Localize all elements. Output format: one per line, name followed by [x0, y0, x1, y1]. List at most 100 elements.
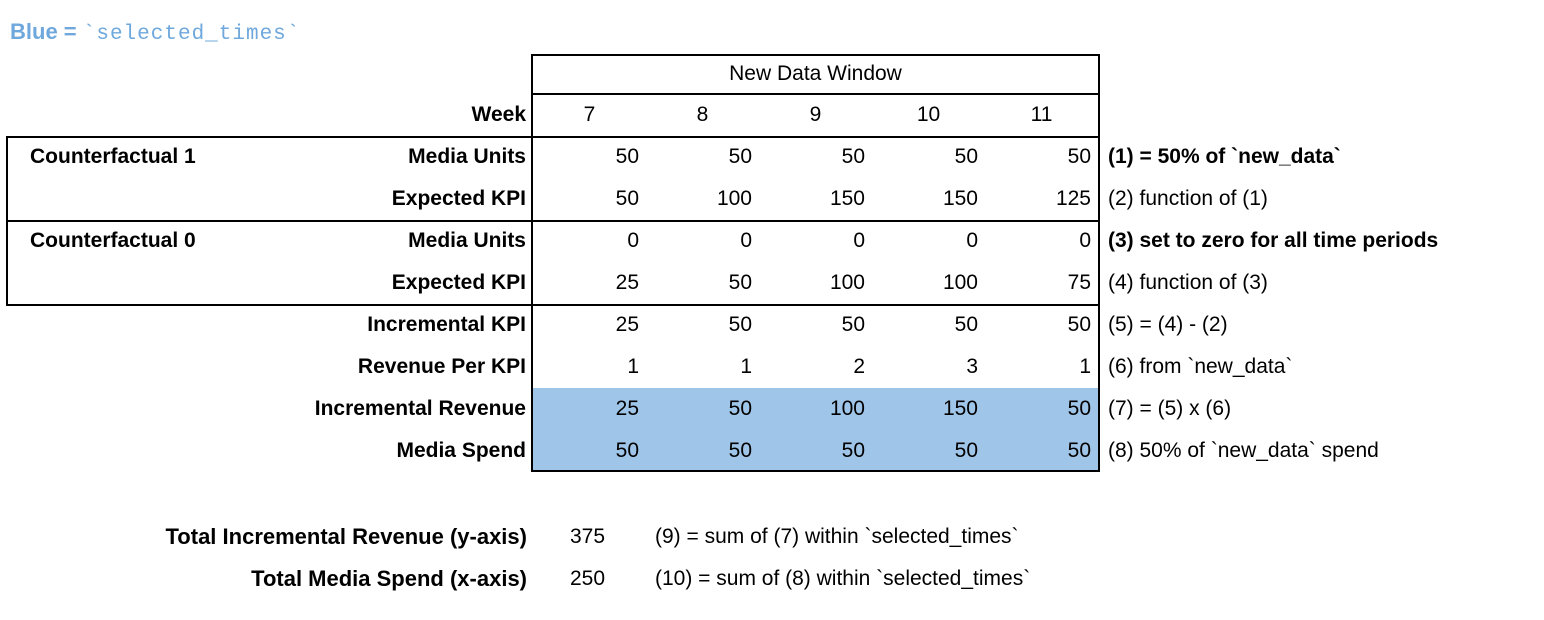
table-cell: 150: [942, 187, 978, 210]
row-cells-highlighted: 25 50 100 150 50: [533, 388, 1098, 430]
table-cell: 150: [942, 397, 978, 420]
week-number: 11: [1030, 103, 1053, 126]
total-annotation: (9) = sum of (7) within `selected_times`: [655, 525, 1019, 548]
table-cell: 25: [615, 313, 639, 336]
table-cell: 1: [627, 355, 639, 378]
week-number: 10: [916, 103, 941, 126]
table-cell: 50: [615, 439, 639, 462]
week-number: 9: [809, 103, 822, 126]
table-cell: 50: [728, 439, 752, 462]
data-window-title: New Data Window: [729, 62, 902, 85]
row-label: Incremental KPI: [367, 313, 526, 336]
row-cells: 50 100 150 150 125: [533, 178, 1098, 220]
row-cells: 1 1 2 3 1: [533, 346, 1098, 388]
table-cell: 50: [615, 187, 639, 210]
table-row-cf0-expected-kpi: Expected KPI 25 50 100 100 75 (4) functi…: [0, 262, 1544, 304]
table-cell: 100: [716, 187, 752, 210]
total-value: 375: [569, 525, 606, 548]
table-row-cf1-expected-kpi: Expected KPI 50 100 150 150 125 (2) func…: [0, 178, 1544, 220]
table-cell: 50: [1067, 145, 1091, 168]
row-cells-highlighted: 50 50 50 50 50: [533, 430, 1098, 472]
row-label: Expected KPI: [391, 187, 526, 210]
table-cell: 50: [841, 145, 865, 168]
row-cells: 25 50 100 100 75: [533, 262, 1098, 304]
week-header-label: Week: [471, 103, 526, 126]
counterfactual0-bottom-border: [6, 304, 1100, 306]
total-media-spend-row: Total Media Spend (x-axis) 250 (10) = su…: [0, 558, 1544, 600]
data-window-border: [531, 54, 1100, 472]
table-cell: 100: [829, 271, 865, 294]
table-cell: 0: [966, 229, 978, 252]
table-cell: 0: [740, 229, 752, 252]
row-cells: 0 0 0 0 0: [533, 220, 1098, 262]
table-cell: 50: [728, 271, 752, 294]
table-cell: 50: [954, 313, 978, 336]
table-cell: 25: [615, 271, 639, 294]
table-cell: 100: [942, 271, 978, 294]
row-annotation: (7) = (5) x (6): [1108, 397, 1232, 420]
row-annotation: (2) function of (1): [1108, 187, 1268, 210]
table-cell: 1: [740, 355, 752, 378]
row-annotation: (3) set to zero for all time periods: [1108, 229, 1439, 252]
row-label: Media Units: [408, 229, 526, 252]
table-cell: 0: [1079, 229, 1091, 252]
table-cell: 125: [1055, 187, 1091, 210]
row-label: Incremental Revenue: [314, 397, 526, 420]
table-cell: 50: [954, 439, 978, 462]
table-cell: 50: [728, 313, 752, 336]
week-number: 7: [583, 103, 596, 126]
total-incremental-revenue-row: Total Incremental Revenue (y-axis) 375 (…: [0, 516, 1544, 558]
group-label-counterfactual-0: Counterfactual 0: [30, 229, 196, 252]
table-cell: 0: [627, 229, 639, 252]
table-cell: 50: [728, 397, 752, 420]
counterfactual-box-left-border: [6, 136, 8, 306]
table-row-media-spend: Media Spend 50 50 50 50 50 (8) 50% of `n…: [0, 430, 1544, 472]
table-row-incremental-revenue: Incremental Revenue 25 50 100 150 50 (7)…: [0, 388, 1544, 430]
week-number: 8: [696, 103, 709, 126]
table-cell: 150: [829, 187, 865, 210]
row-annotation: (1) = 50% of `new_data`: [1108, 145, 1341, 168]
selected-times-highlight: [533, 388, 1098, 470]
table-row-cf0-media-units: Counterfactual 0 Media Units 0 0 0 0 0 (…: [0, 220, 1544, 262]
row-label: Revenue Per KPI: [357, 355, 526, 378]
table-cell: 100: [829, 397, 865, 420]
total-value: 250: [569, 567, 606, 590]
table-cell: 3: [966, 355, 978, 378]
row-annotation: (6) from `new_data`: [1108, 355, 1293, 378]
row-label: Media Spend: [396, 439, 526, 462]
row-annotation: (8) 50% of `new_data` spend: [1108, 439, 1379, 462]
table-cell: 50: [841, 313, 865, 336]
total-label: Total Incremental Revenue (y-axis): [165, 524, 528, 549]
group-label-counterfactual-1: Counterfactual 1: [30, 145, 196, 168]
table-cell: 50: [615, 145, 639, 168]
table-cell: 75: [1067, 271, 1091, 294]
table-row-cf1-media-units: Counterfactual 1 Media Units 50 50 50 50…: [0, 136, 1544, 178]
table-cell: 1: [1079, 355, 1091, 378]
table-cell: 50: [1067, 439, 1091, 462]
row-label: Media Units: [408, 145, 526, 168]
counterfactual-divider-border: [6, 220, 1100, 222]
table-cell: 50: [841, 439, 865, 462]
total-annotation: (10) = sum of (8) within `selected_times…: [655, 567, 1031, 590]
row-label: Expected KPI: [391, 271, 526, 294]
table-cell: 25: [615, 397, 639, 420]
row-annotation: (5) = (4) - (2): [1108, 313, 1228, 336]
table-cell: 50: [1067, 397, 1091, 420]
row-cells: 25 50 50 50 50: [533, 304, 1098, 346]
table-cell: 2: [853, 355, 865, 378]
header-divider-line: [531, 93, 1100, 95]
legend-color-label: Blue =: [10, 19, 83, 44]
table-cell: 0: [853, 229, 865, 252]
legend-code-text: `selected_times`: [82, 23, 301, 46]
table-cell: 50: [1067, 313, 1091, 336]
table-cell: 50: [728, 145, 752, 168]
table-row-incremental-kpi: Incremental KPI 25 50 50 50 50 (5) = (4)…: [0, 304, 1544, 346]
table-cell: 50: [954, 145, 978, 168]
total-label: Total Media Spend (x-axis): [251, 566, 527, 591]
week-number-cells: 7 8 9 10 11: [533, 93, 1098, 136]
highlight-legend: Blue = `selected_times`: [10, 18, 300, 49]
row-cells: 50 50 50 50 50: [533, 136, 1098, 178]
counterfactual1-top-border: [6, 136, 1100, 138]
table-row-revenue-per-kpi: Revenue Per KPI 1 1 2 3 1 (6) from `new_…: [0, 346, 1544, 388]
